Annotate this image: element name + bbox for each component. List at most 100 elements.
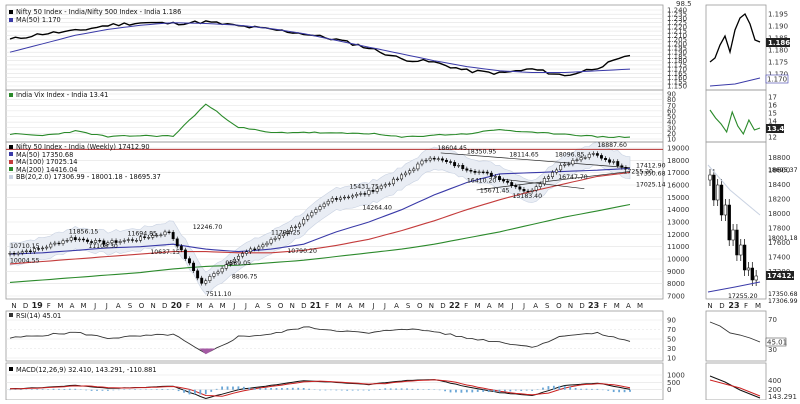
macd-histogram-bar [450,390,452,393]
zoom-ma-line [708,282,760,292]
macd-histogram-bar [47,389,49,390]
x-axis-label: 21 [310,301,322,310]
x-axis-label: J [244,302,247,310]
x-axis-label: M [475,302,481,310]
candle-body [82,239,84,240]
candle-body [515,186,517,187]
candle-body [617,161,619,165]
zoom-candle-body [709,175,712,180]
candle-body [543,178,545,183]
x-axis-label: O [139,302,145,310]
candle-body [331,198,333,201]
price-tick-label: 11000 [667,243,689,251]
candle-body [437,159,439,160]
candle-body [160,235,162,236]
candle-body [221,268,223,272]
candle-body [392,179,394,184]
macd-histogram-bar [216,389,218,390]
candle-body [523,189,525,191]
candle-body [490,173,492,176]
candle-body [564,164,566,165]
zoom-candle-body [720,185,723,215]
candle-body [470,170,472,171]
macd-histogram-bar [553,386,555,390]
x-axis-label: D [579,302,584,310]
candle-body [425,160,427,161]
x-axis-label: D [162,302,167,310]
macd-histogram-bar [167,389,169,390]
candle-body [131,240,133,241]
macd-histogram-bar [31,389,33,390]
macd-histogram-bar [194,390,196,394]
macd-histogram-bar [36,389,38,390]
macd-histogram-bar [444,390,446,392]
zoom-vix-line [710,110,760,134]
candle-body [164,232,166,235]
candle-body [180,246,182,250]
macd-histogram-bar [607,390,609,391]
macd-histogram-bar [580,389,582,390]
candle-body [237,256,239,259]
x-axis-label: A [487,302,492,310]
price-annotation-label: 18096.85 [555,152,585,159]
x-axis-label: J [371,302,374,310]
candle-body [539,184,541,187]
candle-body [335,198,337,199]
price-legend-bb: BB(20,2.0) 17306.99 - 18001.18 - 18695.3… [16,173,161,181]
candle-body [388,184,390,185]
candle-body [21,252,23,253]
pane-frames [6,5,766,400]
macd-histogram-bar [461,390,463,393]
candle-body [604,158,606,159]
price-annotation-label: 14264.40 [362,205,392,212]
zoom-x-axis-label: M [755,302,761,310]
x-axis-label: A [626,302,631,310]
price-annotation-label: 7511.10 [206,291,232,298]
vix-line [10,104,630,137]
x-axis-label: M [637,302,643,310]
candle-body [360,193,362,194]
macd-histogram-bar [178,390,180,391]
macd-histogram-bar [308,389,310,390]
macd-histogram-bar [107,390,109,391]
macd-histogram-bar [134,389,136,390]
zoom-price-last-label: 17306.99 [768,298,798,305]
candle-body [213,273,215,276]
zoom-price-frame [706,142,766,299]
macd-histogram-bar [488,390,490,392]
macd-histogram-bar [85,390,87,391]
macd-histogram-bar [531,390,533,391]
macd-histogram-bar [292,388,294,390]
candle-body [409,171,411,173]
x-axis-label: J [93,302,96,310]
zoom-price-tick: 18400 [768,181,790,189]
zoom-macd-signal [710,380,760,396]
x-axis-label: A [209,302,214,310]
macd-histogram-bar [221,387,223,390]
macd-histogram-bar [254,388,256,390]
macd-histogram-bar [499,390,501,392]
price-tick-label: 7000 [667,293,685,301]
x-axis-label: N [290,302,295,310]
candle-body [29,251,31,252]
zoom-rsi-line [710,322,760,342]
price-annotation-label: 10790.20 [287,248,317,255]
rsi-legend-swatch [9,313,13,317]
tick-labels: 1.2401.2351.2301.2251.2201.2151.2101.205… [11,7,797,401]
candle-body [429,158,431,160]
candle-body [535,187,537,190]
candle-body [13,253,15,254]
candle-body [270,239,272,243]
candle-body [201,278,203,283]
price-tick-label: 14000 [667,206,689,214]
candle-body [262,245,264,247]
price-tick-label: 19000 [667,145,689,153]
macd-histogram-bar [482,390,484,392]
candle-body [343,197,345,198]
zoom-candle-body [728,205,731,240]
x-axis-label: F [47,302,51,310]
rsi-tick-label: 70 [667,326,676,334]
macd-histogram-bar [156,389,158,390]
zoom-vix-tick: 16 [768,102,777,110]
zoom-price-last-label: 18001.18 [768,235,798,242]
